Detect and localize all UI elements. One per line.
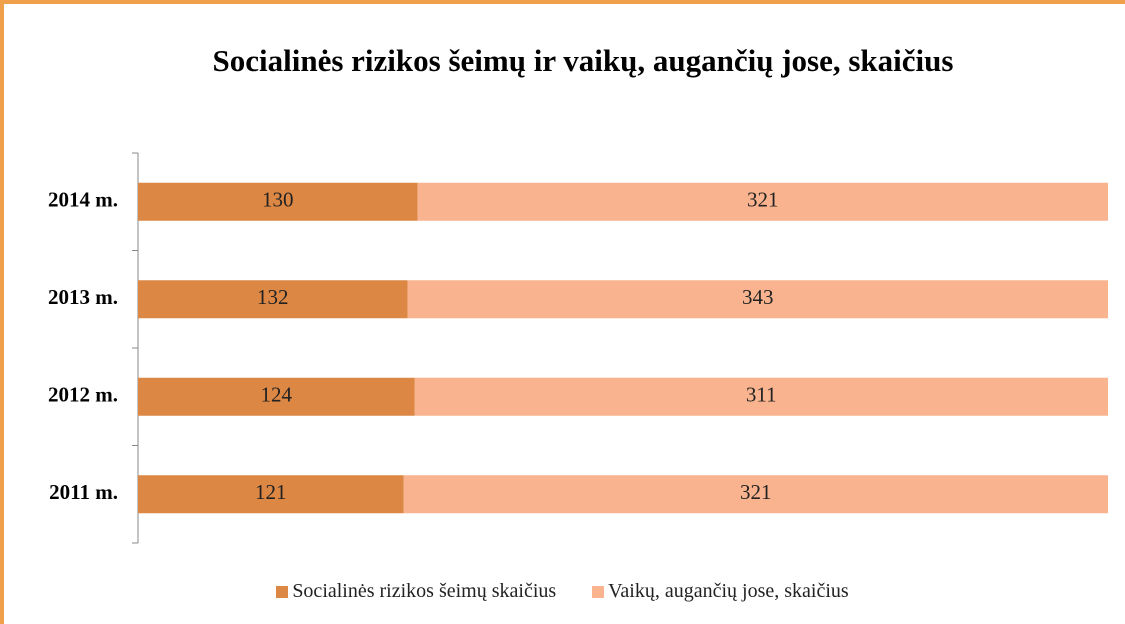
bar-segment: [138, 182, 418, 221]
bar-segment: [138, 475, 404, 514]
data-label: 343: [742, 285, 774, 309]
bar-segment: [414, 377, 1108, 416]
legend-label: Vaikų, augančių jose, skaičius: [608, 580, 849, 602]
y-tick-label: 2014 m.: [48, 188, 118, 212]
bar-segment: [417, 182, 1108, 221]
legend-label: Socialinės rizikos šeimų skaičius: [292, 580, 557, 602]
data-label: 124: [261, 383, 293, 407]
legend-swatch: [592, 585, 605, 598]
y-tick-label: 2012 m.: [48, 383, 118, 407]
legend-swatch: [276, 585, 289, 598]
bar-segment: [138, 280, 408, 319]
legend-item: Socialinės rizikos šeimų skaičius: [276, 580, 556, 603]
bar-segment: [138, 377, 415, 416]
legend: Socialinės rizikos šeimų skaičius Vaikų, …: [0, 580, 1125, 603]
chart-title: Socialinės rizikos šeimų ir vaikų, augan…: [212, 43, 954, 78]
legend-item: Vaikų, augančių jose, skaičius: [592, 580, 849, 603]
y-tick-label: 2011 m.: [49, 480, 118, 504]
data-label: 311: [746, 383, 777, 407]
bar-segment: [403, 475, 1109, 514]
bar-segment: [407, 280, 1109, 319]
y-tick-label: 2013 m.: [48, 285, 118, 309]
data-label: 132: [257, 285, 289, 309]
data-label: 130: [262, 188, 294, 212]
data-label: 321: [747, 188, 779, 212]
data-label: 121: [255, 480, 287, 504]
data-label: 321: [740, 480, 772, 504]
